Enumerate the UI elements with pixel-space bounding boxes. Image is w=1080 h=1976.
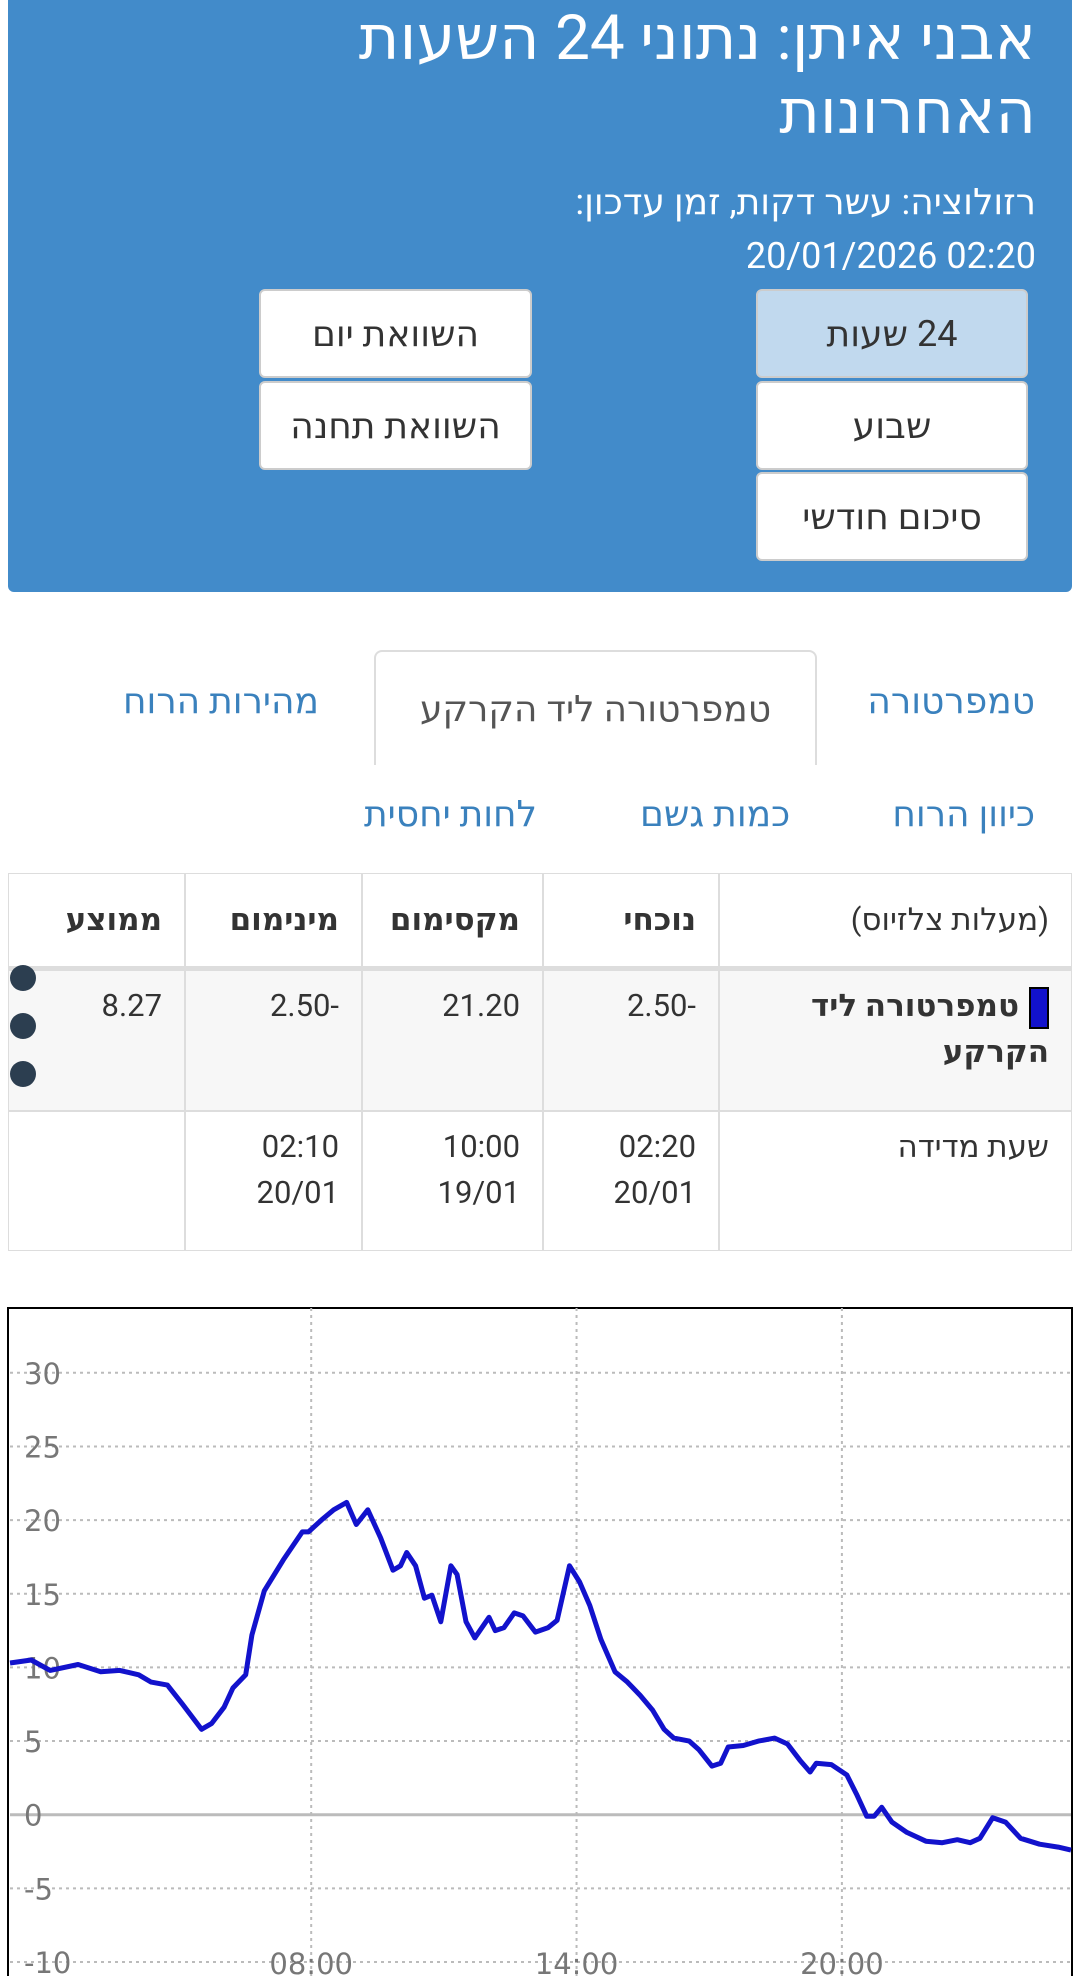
table-cell: (מעלות צלזיוס) xyxy=(719,873,1072,970)
table-cell: טמפרטורה ליד הקרקע xyxy=(719,970,1072,1111)
cell-text: נוכחי xyxy=(623,901,696,938)
y-tick-label: 25 xyxy=(24,1430,61,1464)
table-cell: מקסימום xyxy=(362,873,543,970)
menu-dot[interactable] xyxy=(10,965,36,991)
x-tick-label: 20:00 xyxy=(800,1947,884,1976)
x-tick-label: 14:00 xyxy=(535,1947,619,1976)
table-cell: 8.27 xyxy=(8,970,185,1111)
y-tick-label: 20 xyxy=(24,1504,61,1538)
cell-text: (מעלות צלזיוס) xyxy=(850,901,1049,938)
link[interactable]: כיוון הרוח xyxy=(892,793,1035,835)
compare-button[interactable]: השוואת יום xyxy=(259,289,532,378)
cell-text: -2.50 xyxy=(269,987,339,1024)
menu-dot[interactable] xyxy=(10,1013,36,1039)
y-tick-label: -10 xyxy=(24,1946,71,1976)
y-tick-label: 15 xyxy=(24,1578,61,1612)
y-tick-label: -5 xyxy=(24,1872,53,1906)
y-tick-label: 0 xyxy=(24,1799,42,1833)
cell-text: 8.27 xyxy=(101,987,162,1024)
x-tick-label: 08:00 xyxy=(269,1947,353,1976)
range-button[interactable]: סיכום חודשי xyxy=(756,472,1028,561)
cell-text: -2.50 xyxy=(626,987,696,1024)
tab-active[interactable]: טמפרטורה ליד הקרקע xyxy=(374,650,817,765)
cell-text: ממוצע xyxy=(65,901,162,938)
cell-text: 10:00 19/01 xyxy=(437,1128,520,1211)
page-title: אבני איתן: נתוני 24 השעות האחרונות xyxy=(358,2,1036,149)
cell-text: מינימום xyxy=(229,901,339,938)
link[interactable]: כמות גשם xyxy=(640,793,791,835)
range-button[interactable]: שבוע xyxy=(756,381,1028,470)
table-cell: נוכחי xyxy=(543,873,719,970)
compare-button[interactable]: השוואת תחנה xyxy=(259,381,532,470)
subtitle: רזולוציה: עשר דקות, זמן עדכון: xyxy=(575,181,1036,223)
legend-swatch xyxy=(1029,986,1049,1029)
table-cell: מינימום xyxy=(185,873,362,970)
cell-text: 02:10 20/01 xyxy=(256,1128,339,1211)
range-button[interactable]: 24 שעות xyxy=(756,289,1028,378)
cell-text: שעת מדידה xyxy=(897,1128,1049,1165)
table-cell: 21.20 xyxy=(362,970,543,1111)
table-cell: 10:00 19/01 xyxy=(362,1111,543,1251)
cell-text: מקסימום xyxy=(389,901,520,938)
cell-text: 02:20 20/01 xyxy=(613,1128,696,1211)
tab[interactable]: מהירות הרוח xyxy=(123,680,319,722)
y-tick-label: 5 xyxy=(24,1725,42,1759)
y-tick-label: 30 xyxy=(24,1357,61,1391)
link[interactable]: לחות יחסית xyxy=(364,793,538,835)
plot-frame xyxy=(7,1307,1073,1976)
table-cell: ממוצע xyxy=(8,873,185,970)
table-cell: שעת מדידה xyxy=(719,1111,1072,1251)
table-cell: 02:10 20/01 xyxy=(185,1111,362,1251)
table-cell xyxy=(8,1111,185,1251)
table-cell: 02:20 20/01 xyxy=(543,1111,719,1251)
table-cell: -2.50 xyxy=(543,970,719,1111)
table-cell: -2.50 xyxy=(185,970,362,1111)
update-time: 20/01/2026 02:20 xyxy=(745,235,1036,277)
cell-text: 21.20 xyxy=(442,987,520,1024)
tab[interactable]: טמפרטורה xyxy=(867,680,1035,722)
menu-dot[interactable] xyxy=(10,1061,36,1087)
data-line xyxy=(9,1499,1072,1853)
cell-text: טמפרטורה ליד הקרקע xyxy=(810,987,1049,1070)
